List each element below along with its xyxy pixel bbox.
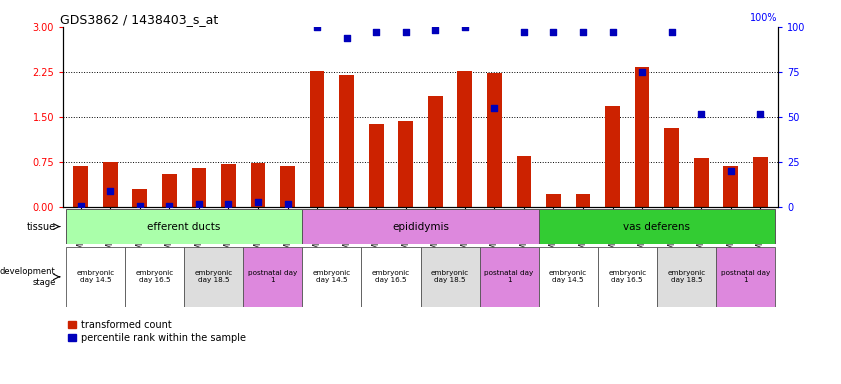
Point [665, 29, 679, 35]
Bar [103, 162, 118, 207]
Point [251, 199, 265, 205]
Bar [184, 247, 243, 307]
Bar [339, 75, 354, 207]
Point [133, 202, 146, 209]
Text: tissue: tissue [26, 222, 56, 232]
Bar [657, 247, 716, 307]
Bar [538, 247, 598, 307]
Bar [399, 121, 413, 207]
Bar [243, 247, 303, 307]
Point [193, 201, 206, 207]
Text: postnatal day
1: postnatal day 1 [248, 270, 298, 283]
Bar [221, 164, 235, 207]
Point [547, 29, 560, 35]
Text: postnatal day
1: postnatal day 1 [721, 270, 770, 283]
Text: development
stage: development stage [0, 267, 56, 286]
Bar [479, 247, 538, 307]
Text: embryonic
day 18.5: embryonic day 18.5 [431, 270, 469, 283]
Text: embryonic
day 14.5: embryonic day 14.5 [77, 270, 114, 283]
Point [517, 29, 531, 35]
Bar [192, 168, 206, 207]
Bar [125, 247, 184, 307]
Point [754, 111, 767, 117]
Bar [251, 164, 266, 207]
Bar [303, 247, 362, 307]
Bar [516, 156, 532, 207]
Bar [598, 247, 657, 307]
Bar [420, 247, 479, 307]
Point [74, 202, 87, 209]
Bar [716, 247, 775, 307]
Text: embryonic
day 18.5: embryonic day 18.5 [194, 270, 233, 283]
Point [399, 29, 412, 35]
Bar [362, 247, 420, 307]
Point [576, 29, 590, 35]
Bar [280, 166, 295, 207]
Point [310, 24, 324, 30]
Point [340, 35, 353, 41]
Point [103, 188, 117, 194]
Bar [73, 166, 88, 207]
Bar [753, 157, 768, 207]
Bar [694, 158, 708, 207]
Bar [487, 73, 502, 207]
Text: vas deferens: vas deferens [623, 222, 690, 232]
Text: embryonic
day 14.5: embryonic day 14.5 [549, 270, 587, 283]
Point [369, 29, 383, 35]
Bar [575, 194, 590, 207]
Point [222, 201, 235, 207]
Text: embryonic
day 18.5: embryonic day 18.5 [667, 270, 706, 283]
Text: postnatal day
1: postnatal day 1 [484, 270, 534, 283]
Point [458, 24, 472, 30]
Bar [66, 247, 125, 307]
Bar [635, 67, 649, 207]
Point [724, 168, 738, 174]
Point [488, 105, 501, 111]
Text: embryonic
day 16.5: embryonic day 16.5 [135, 270, 174, 283]
Bar [723, 166, 738, 207]
Text: embryonic
day 14.5: embryonic day 14.5 [313, 270, 351, 283]
Bar [303, 209, 538, 244]
Bar [66, 209, 303, 244]
Bar [538, 209, 775, 244]
Text: GDS3862 / 1438403_s_at: GDS3862 / 1438403_s_at [60, 13, 218, 26]
Bar [428, 96, 442, 207]
Bar [664, 128, 679, 207]
Point [635, 69, 648, 75]
Bar [309, 71, 325, 207]
Text: embryonic
day 16.5: embryonic day 16.5 [608, 270, 647, 283]
Bar [458, 71, 472, 207]
Point [429, 27, 442, 33]
Text: epididymis: epididymis [392, 222, 449, 232]
Text: embryonic
day 16.5: embryonic day 16.5 [372, 270, 410, 283]
Point [162, 202, 176, 209]
Point [695, 111, 708, 117]
Point [281, 201, 294, 207]
Bar [606, 106, 620, 207]
Text: efferent ducts: efferent ducts [147, 222, 221, 232]
Bar [133, 189, 147, 207]
Bar [546, 194, 561, 207]
Bar [369, 124, 383, 207]
Legend: transformed count, percentile rank within the sample: transformed count, percentile rank withi… [68, 320, 246, 343]
Bar [162, 174, 177, 207]
Text: 100%: 100% [750, 13, 778, 23]
Point [606, 29, 619, 35]
